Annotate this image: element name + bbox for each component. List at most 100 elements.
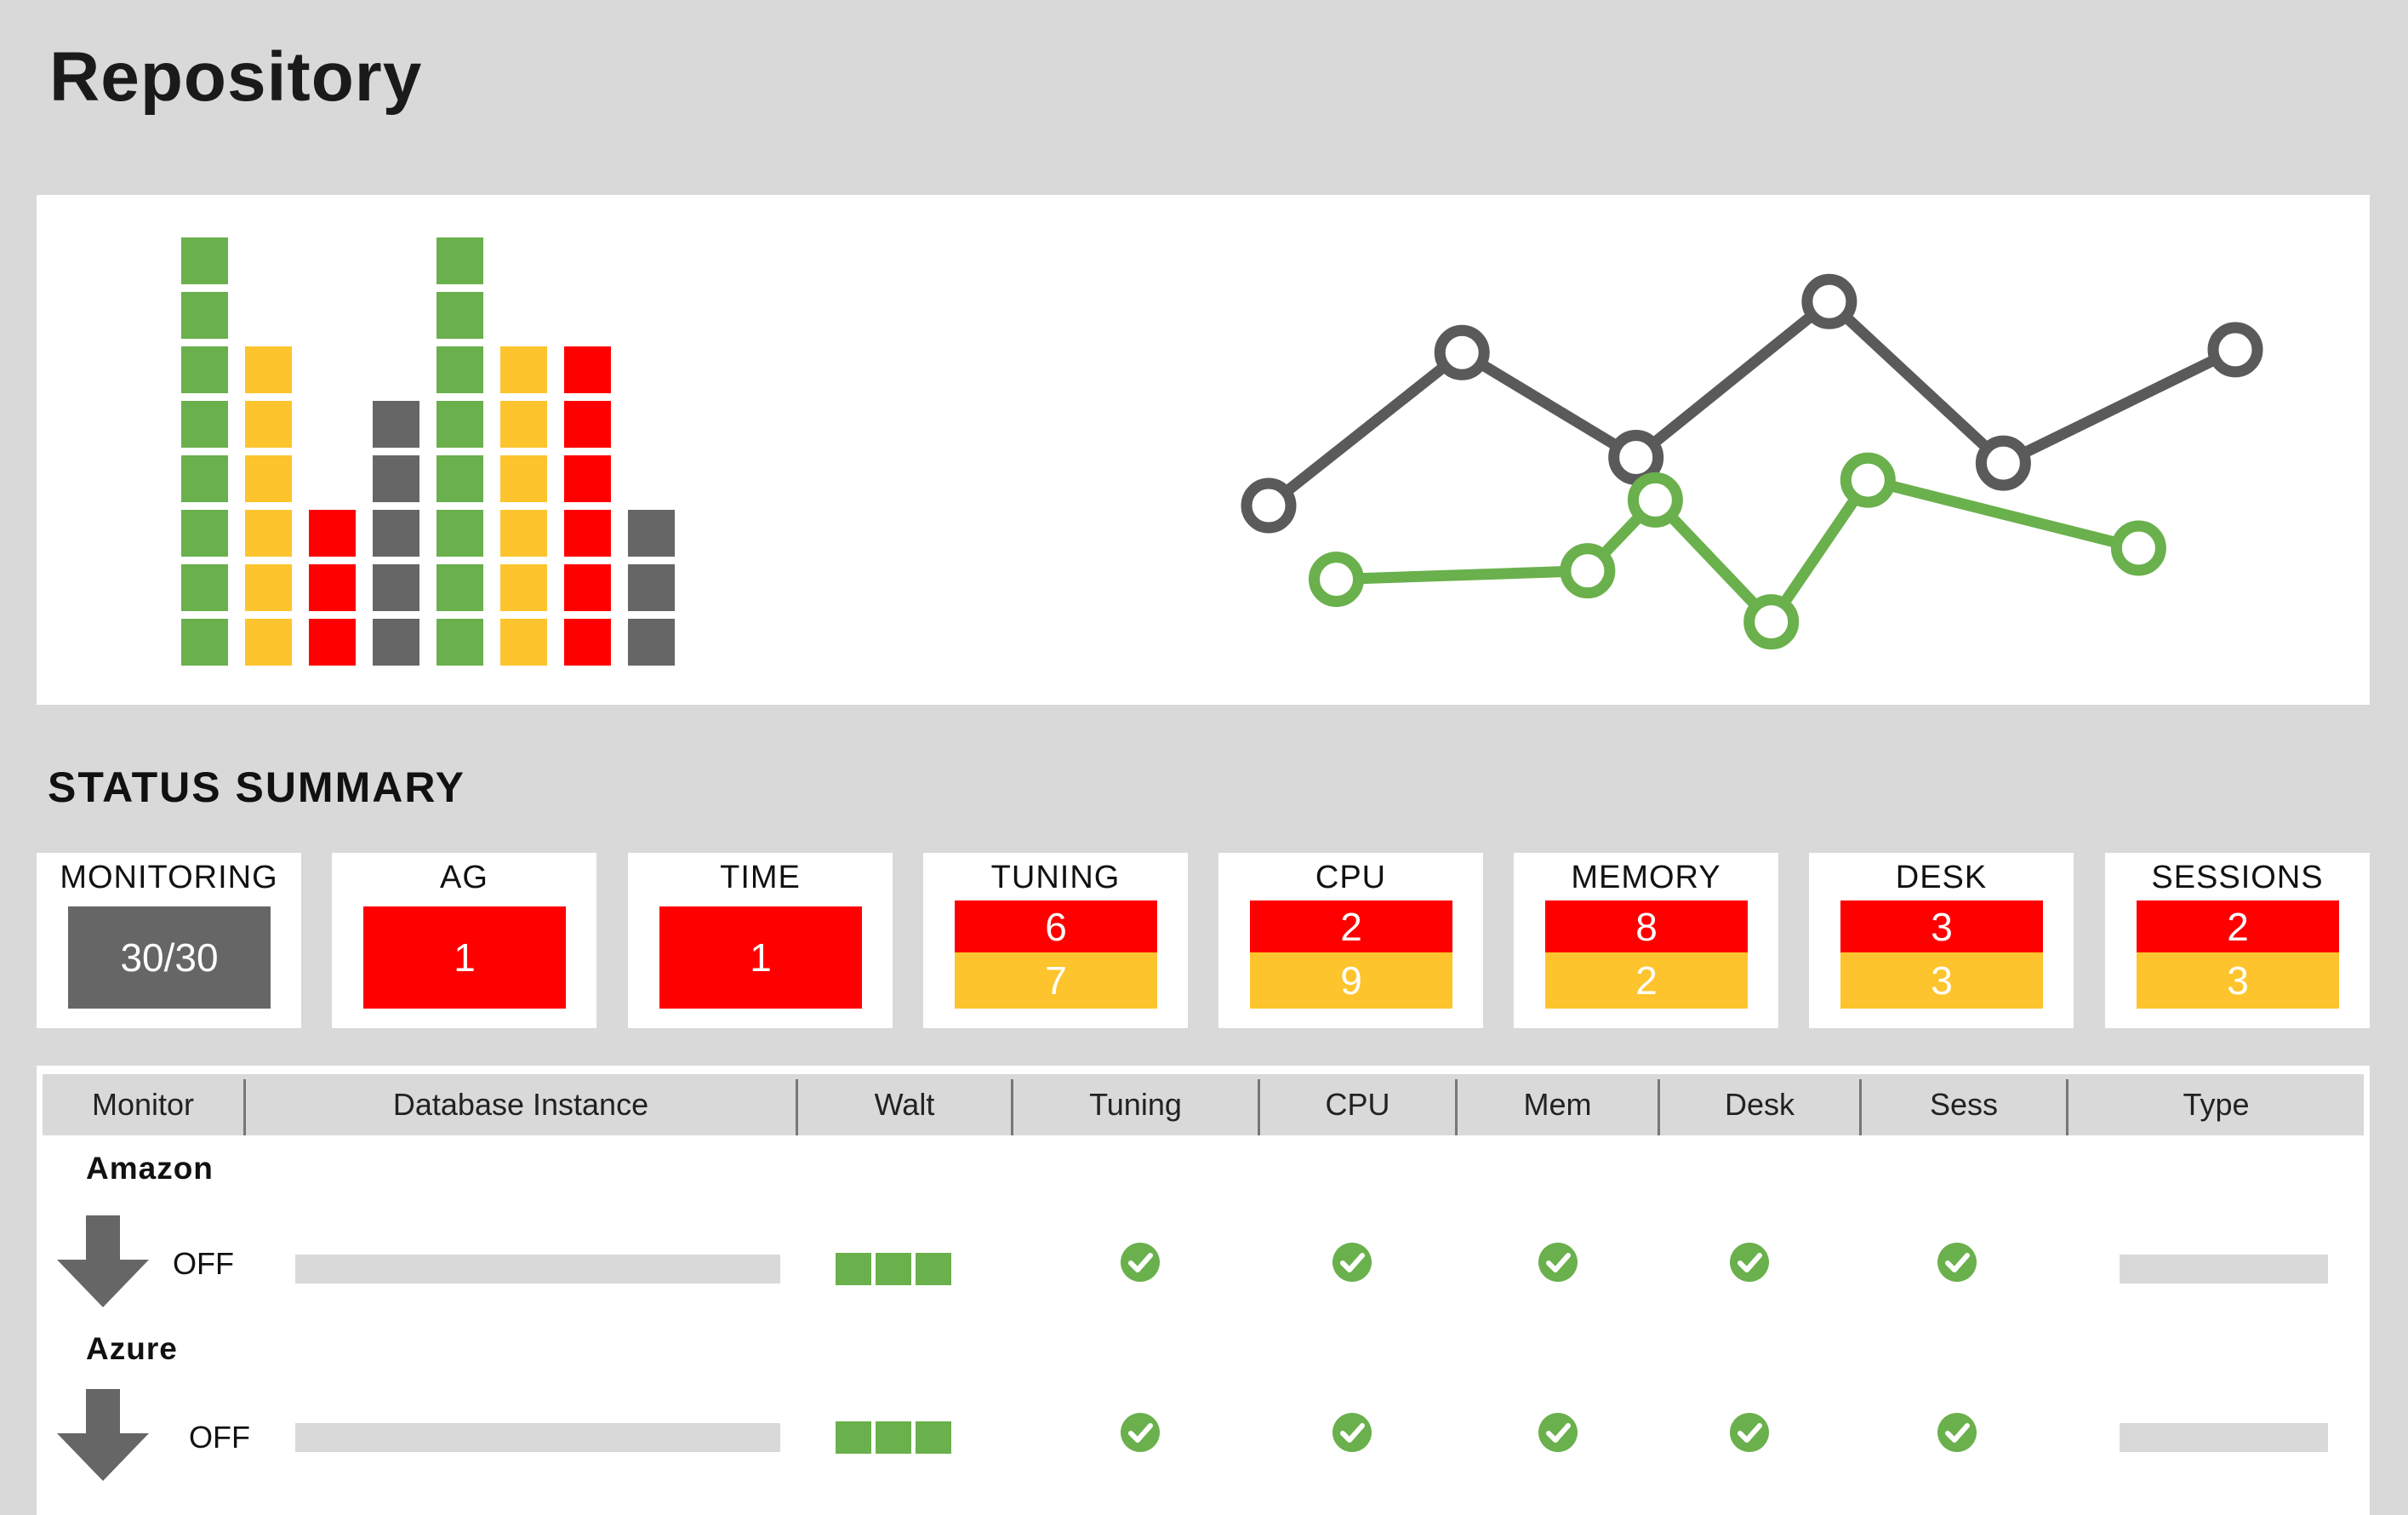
group-label-amazon: Amazon (86, 1151, 214, 1186)
card-ag[interactable]: AG 1 (332, 853, 596, 1028)
card-memory[interactable]: MEMORY 8 2 (1514, 853, 1778, 1028)
bar-block (181, 455, 228, 502)
card-desk[interactable]: DESK 3 3 (1809, 853, 2074, 1028)
database-instance-placeholder (295, 1423, 780, 1452)
bar-block (309, 564, 356, 611)
data-point (1801, 273, 1857, 329)
bar-block (245, 401, 292, 448)
col-sess[interactable]: Sess (1929, 1087, 1999, 1122)
card-label: MONITORING (60, 860, 278, 895)
bar-block (181, 346, 228, 393)
col-walt[interactable]: Walt (874, 1087, 935, 1122)
col-desk[interactable]: Desk (1724, 1087, 1795, 1122)
card-label: SESSIONS (2151, 860, 2324, 895)
check-circle-icon (1538, 1243, 1578, 1282)
card-label: CPU (1315, 860, 1387, 895)
bar-block (437, 510, 483, 557)
card-yellow-count: 3 (1840, 952, 2043, 1009)
walt-indicator (876, 1253, 911, 1285)
check-circle-icon (1730, 1413, 1769, 1452)
bar-block (181, 510, 228, 557)
arrow-down-icon (57, 1215, 149, 1307)
bar-block (437, 401, 483, 448)
data-point (1560, 543, 1616, 599)
group-label-azure: Azure (86, 1331, 178, 1366)
check-circle-icon (1121, 1243, 1160, 1282)
col-mem[interactable]: Mem (1523, 1087, 1592, 1122)
card-red-count: 8 (1545, 900, 1748, 952)
data-point (2207, 322, 2263, 378)
card-yellow-count: 9 (1250, 952, 1452, 1009)
col-divider (243, 1079, 246, 1135)
card-yellow-count: 7 (955, 952, 1157, 1009)
monitor-state: OFF (173, 1246, 234, 1281)
bar-block (564, 510, 611, 557)
status-cards: MONITORING 30/30 AG 1 TIME 1 TUNING 6 7 … (37, 853, 2370, 1028)
col-database-instance[interactable]: Database Instance (392, 1087, 649, 1122)
walt-indicator (916, 1421, 951, 1454)
bar-block (500, 401, 547, 448)
card-tuning[interactable]: TUNING 6 7 (923, 853, 1188, 1028)
col-divider (1011, 1079, 1013, 1135)
card-label: DESK (1895, 860, 1988, 895)
card-red-count: 6 (955, 900, 1157, 952)
card-value: 1 (363, 906, 566, 1009)
walt-indicator (836, 1421, 871, 1454)
bar-block (437, 237, 483, 284)
bar-block (564, 564, 611, 611)
series-line-gray (1264, 295, 2238, 511)
bar-block (437, 455, 483, 502)
bar-block (628, 619, 675, 666)
bar-block (245, 564, 292, 611)
walt-indicator (916, 1253, 951, 1285)
bar-block (245, 619, 292, 666)
bar-block (628, 564, 675, 611)
col-tuning[interactable]: Tuning (1089, 1087, 1182, 1122)
data-point (1434, 324, 1490, 380)
card-sessions[interactable]: SESSIONS 2 3 (2105, 853, 2370, 1028)
data-point (1608, 429, 1664, 485)
card-cpu[interactable]: CPU 2 9 (1218, 853, 1483, 1028)
card-red-count: 2 (1250, 900, 1452, 952)
data-point (1241, 477, 1297, 534)
bar-block (437, 346, 483, 393)
card-label: TUNING (990, 860, 1121, 895)
bar-block (500, 455, 547, 502)
bar-block (564, 455, 611, 502)
data-point (1309, 552, 1365, 608)
bar-block (181, 401, 228, 448)
charts-panel (37, 195, 2370, 705)
bar-block (564, 619, 611, 666)
bar-block (500, 510, 547, 557)
bar-block (564, 401, 611, 448)
bar-chart (181, 237, 675, 666)
bar-block (181, 564, 228, 611)
bar-block (245, 455, 292, 502)
card-value: 30/30 (68, 906, 271, 1009)
bar-block (373, 401, 419, 448)
bar-block (628, 510, 675, 557)
card-monitoring[interactable]: MONITORING 30/30 (37, 853, 301, 1028)
bar-block (373, 619, 419, 666)
database-instance-placeholder (295, 1255, 780, 1283)
col-type[interactable]: Type (2183, 1087, 2250, 1122)
data-point (2110, 520, 2166, 576)
data-point (1627, 472, 1683, 528)
bar-block (500, 346, 547, 393)
check-circle-icon (1538, 1413, 1578, 1452)
status-summary-title: STATUS SUMMARY (48, 763, 465, 811)
monitor-state: OFF (189, 1420, 250, 1455)
data-point (1975, 435, 2031, 491)
card-red-count: 2 (2137, 900, 2339, 952)
bar-block (309, 510, 356, 557)
card-label: AG (440, 860, 488, 895)
series-line-green (1336, 474, 2140, 628)
card-yellow-count: 3 (2137, 952, 2339, 1009)
card-red-count: 3 (1840, 900, 2043, 952)
col-monitor[interactable]: Monitor (91, 1087, 195, 1122)
col-cpu[interactable]: CPU (1325, 1087, 1390, 1122)
card-time[interactable]: TIME 1 (628, 853, 893, 1028)
bar-block (373, 564, 419, 611)
bar-block (373, 510, 419, 557)
arrow-down-icon (57, 1389, 149, 1481)
